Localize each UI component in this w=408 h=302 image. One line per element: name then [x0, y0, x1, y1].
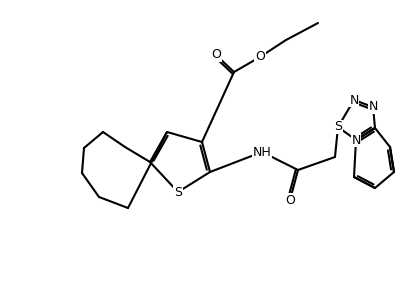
Text: N: N: [349, 94, 359, 107]
Text: O: O: [211, 49, 221, 62]
Text: S: S: [334, 120, 342, 133]
Text: O: O: [285, 194, 295, 207]
Text: NH: NH: [253, 146, 271, 159]
Text: N: N: [351, 133, 361, 146]
Text: S: S: [174, 185, 182, 198]
Text: N: N: [368, 101, 378, 114]
Text: O: O: [255, 50, 265, 63]
